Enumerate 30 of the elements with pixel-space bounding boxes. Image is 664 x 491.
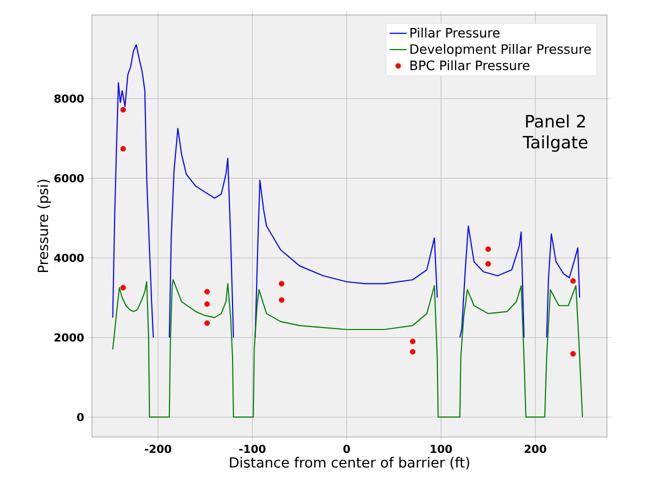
- point: [485, 246, 491, 252]
- x-tick-label: -100: [239, 444, 266, 454]
- point: [410, 349, 416, 355]
- annotation: Panel 2 Tailgate: [522, 114, 588, 152]
- x-tick-label: 200: [524, 444, 546, 454]
- y-tick-label: 0: [77, 412, 84, 422]
- y-tick-label: 4000: [54, 254, 84, 262]
- legend-label: BPC Pillar Pressure: [410, 60, 530, 70]
- point: [120, 146, 126, 152]
- point: [278, 297, 284, 303]
- x-tick-label: 0: [343, 444, 350, 454]
- x-tick-label: 100: [430, 444, 452, 454]
- x-tick-label: -200: [144, 444, 172, 454]
- legend-label: Pillar Pressure: [410, 28, 500, 38]
- legend-label: Development Pillar Pressure: [410, 44, 591, 56]
- point: [120, 106, 126, 113]
- point: [204, 301, 210, 307]
- point: [570, 278, 576, 284]
- point: [278, 280, 284, 287]
- point: [120, 284, 126, 290]
- point: [204, 320, 210, 326]
- y-tick-label: 8000: [54, 94, 84, 103]
- point: [410, 338, 416, 344]
- point: [570, 351, 576, 357]
- y-tick-label: 6000: [54, 174, 84, 182]
- point: [485, 261, 491, 267]
- y-axis-title: Pressure (psi): [37, 180, 51, 272]
- y-tick-label: 2000: [54, 333, 84, 342]
- point: [204, 288, 210, 294]
- x-axis-title: Distance from center of barrier (ft): [230, 456, 470, 470]
